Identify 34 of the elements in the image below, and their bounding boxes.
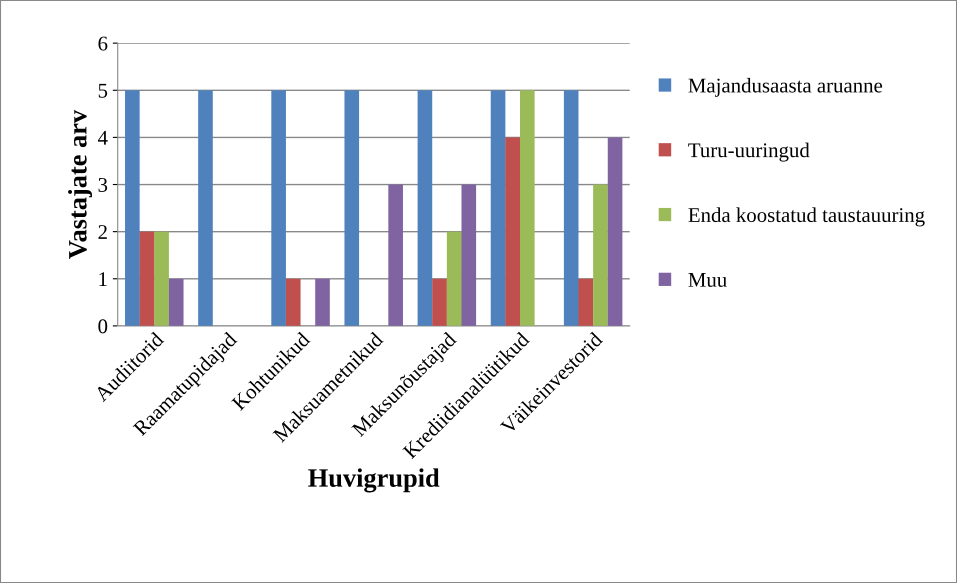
bar xyxy=(490,90,506,326)
bar xyxy=(154,232,169,326)
bar xyxy=(520,90,535,326)
bar xyxy=(168,278,184,326)
bar xyxy=(344,90,360,326)
bar xyxy=(578,278,594,326)
bar xyxy=(315,278,330,326)
legend-label: Muu xyxy=(688,273,727,287)
y-tick-label: 2 xyxy=(98,225,107,239)
legend-label: Majandusaasta aruanne xyxy=(688,78,882,97)
y-tick-label: 3 xyxy=(98,178,108,192)
bar xyxy=(446,232,462,326)
y-tick-label: 4 xyxy=(98,130,108,145)
y-tick-label: 5 xyxy=(98,84,108,98)
bar xyxy=(418,90,432,326)
bar xyxy=(388,184,403,326)
bar xyxy=(286,278,301,326)
x-axis-title: Huvigrupid xyxy=(308,468,440,492)
bar xyxy=(564,90,579,326)
legend-label: Turu-uuringud xyxy=(688,142,810,162)
bar xyxy=(505,137,520,326)
bar xyxy=(271,90,286,326)
bar xyxy=(593,184,608,326)
y-axis-title: Vastajate arv xyxy=(68,110,92,259)
y-tick-label: 6 xyxy=(98,36,108,51)
bar xyxy=(125,90,140,326)
y-tick-label: 0 xyxy=(98,319,108,334)
bar xyxy=(432,278,447,326)
bar xyxy=(140,232,154,326)
bar xyxy=(461,184,476,326)
y-tick-label: 1 xyxy=(99,272,107,286)
bar xyxy=(608,137,622,326)
legend-label: Enda koostatud taustauuring xyxy=(688,207,925,226)
bar xyxy=(198,90,213,326)
